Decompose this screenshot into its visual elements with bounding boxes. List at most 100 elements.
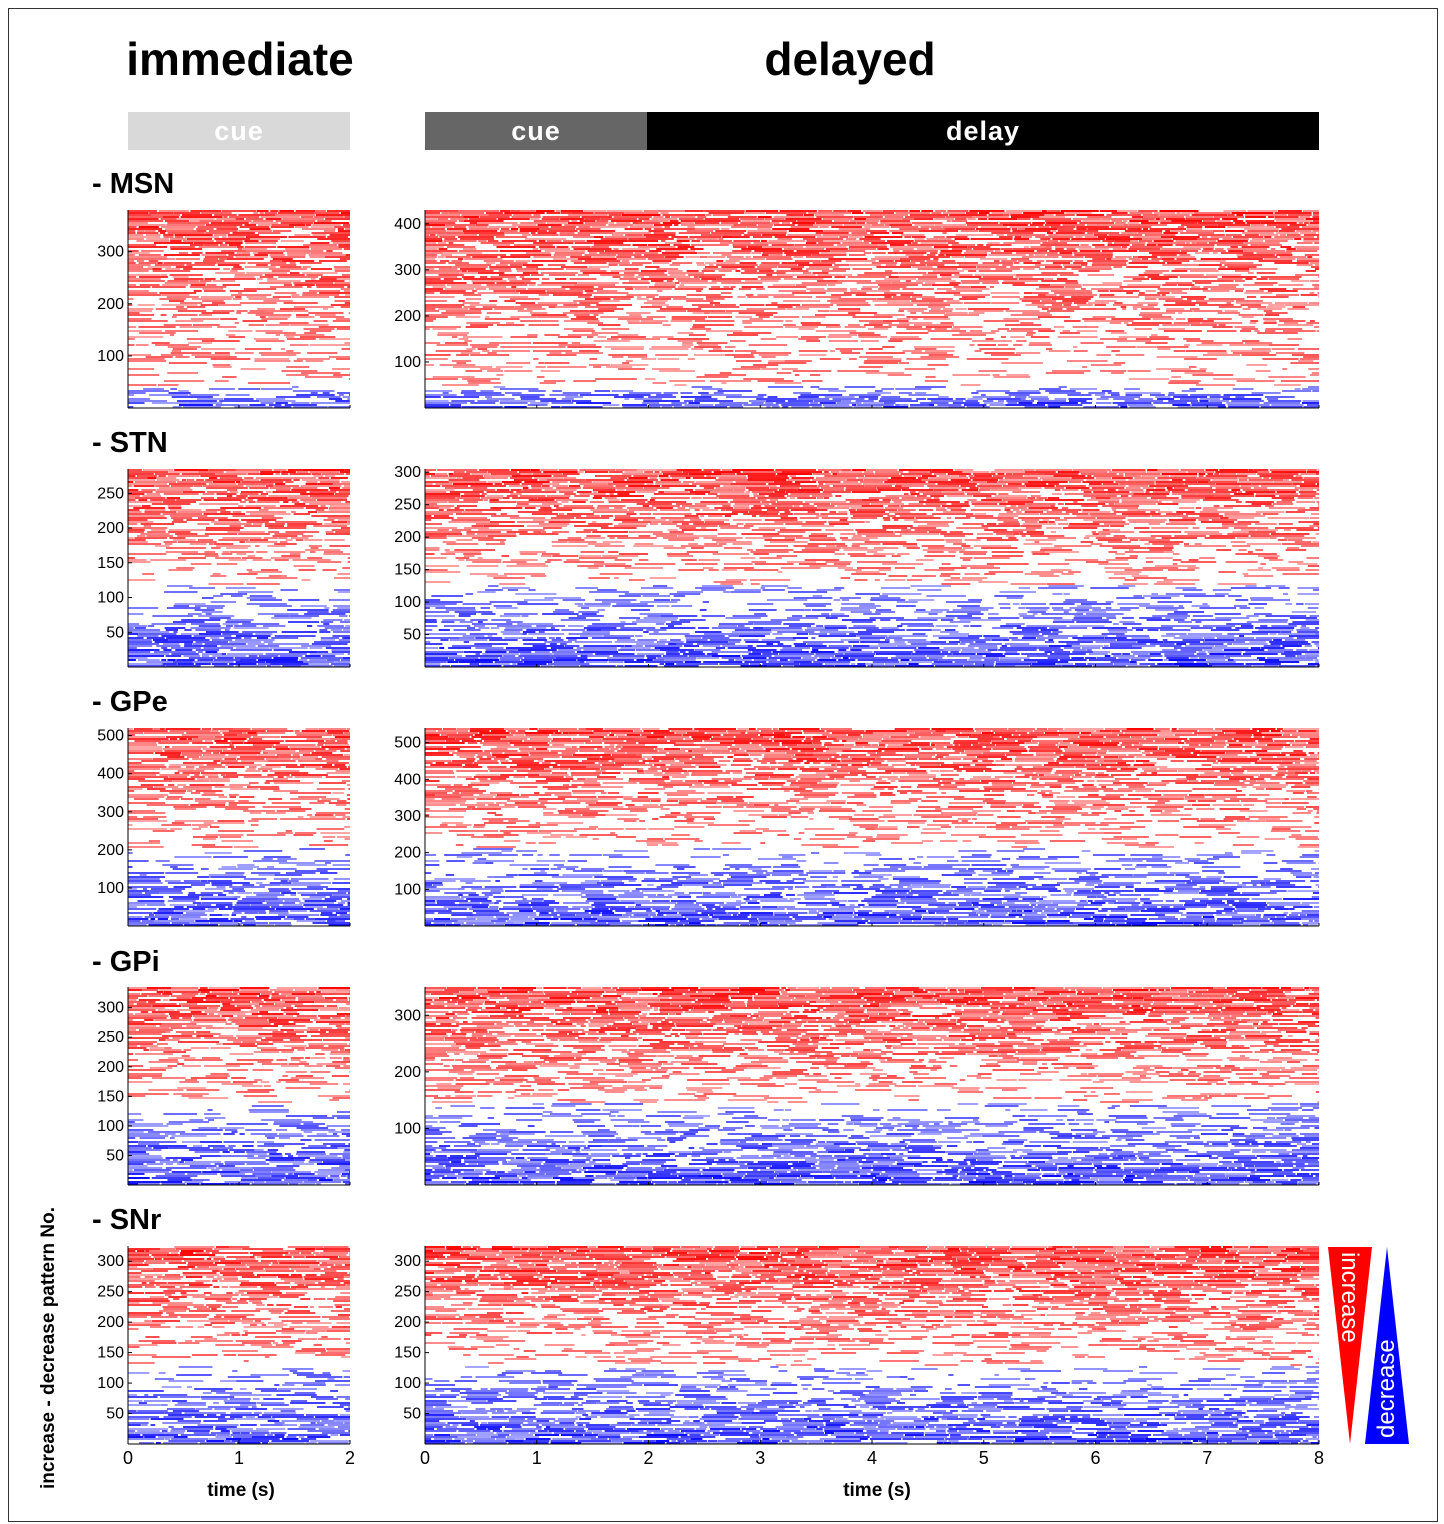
raster-segment — [275, 483, 286, 485]
raster-segment — [660, 479, 679, 481]
raster-segment — [673, 595, 686, 597]
raster-segment — [697, 216, 707, 218]
raster-segment — [608, 501, 646, 503]
raster-segment — [212, 310, 235, 312]
raster-segment — [572, 501, 586, 503]
raster-segment — [646, 296, 655, 298]
raster-segment — [602, 541, 623, 543]
raster-segment — [1087, 216, 1112, 218]
raster-segment — [1102, 505, 1139, 507]
raster-segment — [1301, 545, 1319, 547]
raster-segment — [1112, 509, 1117, 511]
raster-segment — [213, 543, 234, 545]
raster-segment — [1106, 258, 1112, 260]
raster-segment — [1134, 328, 1152, 330]
raster-segment — [1010, 214, 1045, 216]
raster-segment — [564, 320, 600, 322]
raster-segment — [984, 352, 1015, 354]
raster-segment — [218, 304, 242, 306]
raster-segment — [435, 607, 476, 609]
raster-segment — [775, 475, 788, 477]
raster-segment — [1030, 224, 1044, 226]
raster-segment — [210, 358, 251, 360]
raster-segment — [1155, 218, 1160, 220]
raster-segment — [1298, 521, 1319, 523]
raster-segment — [916, 495, 927, 497]
raster-segment — [538, 509, 573, 511]
raster-segment — [257, 645, 279, 647]
raster-segment — [527, 288, 566, 290]
raster-segment — [128, 485, 133, 487]
raster-segment — [696, 513, 738, 515]
raster-segment — [337, 607, 350, 609]
raster-segment — [974, 350, 982, 352]
raster-segment — [946, 611, 981, 613]
raster-segment — [169, 334, 174, 336]
raster-segment — [566, 268, 601, 270]
raster-segment — [1220, 252, 1254, 254]
raster-segment — [1023, 212, 1065, 214]
raster-segment — [594, 545, 625, 547]
raster-segment — [577, 282, 619, 284]
raster-segment — [847, 210, 861, 212]
raster-segment — [1280, 246, 1292, 248]
raster-segment — [161, 635, 192, 637]
raster-segment — [281, 473, 289, 475]
raster-segment — [694, 493, 706, 495]
raster-segment — [309, 551, 316, 553]
raster-segment — [962, 268, 991, 270]
raster-segment — [1177, 226, 1185, 228]
raster-segment — [1248, 479, 1284, 481]
raster-segment — [245, 505, 276, 507]
raster-segment — [744, 270, 758, 272]
raster-segment — [304, 332, 317, 334]
raster-segment — [1010, 314, 1052, 316]
raster-segment — [810, 533, 834, 535]
raster-segment — [258, 352, 301, 354]
raster-segment — [1059, 252, 1073, 254]
raster-segment — [248, 501, 256, 503]
raster-segment — [425, 290, 466, 292]
raster-segment — [864, 272, 899, 274]
raster-segment — [726, 396, 764, 398]
raster-segment — [202, 493, 215, 495]
raster-segment — [1102, 282, 1122, 284]
raster-segment — [911, 575, 936, 577]
raster-segment — [1062, 264, 1081, 266]
raster-segment — [234, 276, 255, 278]
raster-segment — [158, 475, 166, 477]
raster-segment — [1304, 222, 1309, 224]
raster-segment — [1099, 294, 1115, 296]
raster-segment — [964, 573, 980, 575]
raster-segment — [1068, 571, 1081, 573]
raster-segment — [268, 268, 307, 270]
raster-segment — [1262, 358, 1299, 360]
raster-segment — [334, 577, 350, 579]
raster-segment — [302, 535, 313, 537]
raster-segment — [565, 352, 603, 354]
raster-segment — [425, 252, 444, 254]
raster-segment — [856, 222, 865, 224]
raster-segment — [1129, 555, 1138, 557]
raster-segment — [937, 396, 949, 398]
raster-segment — [579, 220, 596, 222]
raster-segment — [168, 471, 199, 473]
raster-segment — [470, 324, 494, 326]
raster-segment — [1157, 398, 1175, 400]
raster-segment — [244, 266, 276, 268]
raster-segment — [1087, 475, 1092, 477]
raster-segment — [437, 334, 468, 336]
raster-segment — [817, 507, 850, 509]
raster-segment — [425, 240, 443, 242]
raster-segment — [638, 274, 668, 276]
raster-segment — [1239, 607, 1251, 609]
raster-segment — [928, 613, 938, 615]
raster-segment — [226, 547, 248, 549]
raster-segment — [1058, 523, 1069, 525]
raster-segment — [790, 493, 832, 495]
raster-segment — [830, 615, 850, 617]
raster-segment — [320, 621, 334, 623]
raster-segment — [330, 489, 350, 491]
raster-segment — [1005, 324, 1042, 326]
raster-segment — [758, 270, 774, 272]
